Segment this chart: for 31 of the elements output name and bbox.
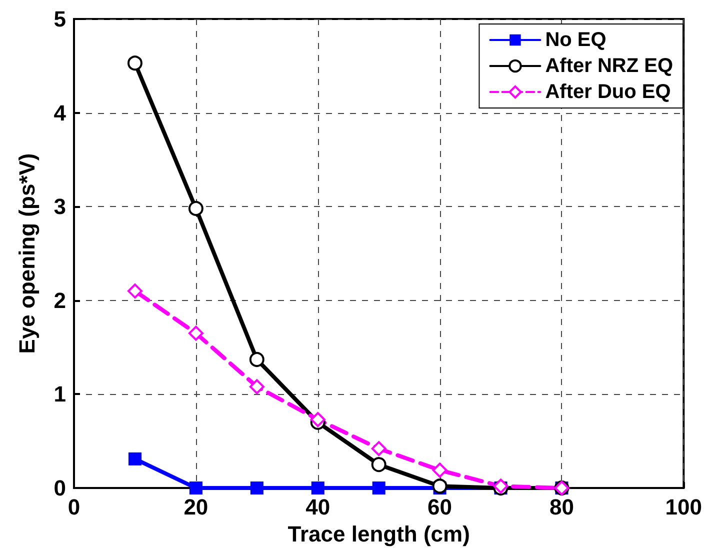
point (128, 452, 142, 466)
x-axis-title: Trace length (cm) (288, 521, 470, 546)
x-tick-label: 40 (306, 494, 330, 520)
point (311, 482, 324, 494)
point (127, 284, 142, 299)
y-tick-label: 4 (54, 100, 67, 126)
point (250, 482, 264, 494)
point (249, 352, 264, 367)
y-tick-label: 5 (54, 6, 66, 32)
y-tick-label: 2 (54, 288, 66, 313)
y-tick-label: 1 (54, 382, 66, 407)
point (127, 56, 142, 71)
point (371, 457, 386, 472)
point (249, 379, 264, 394)
point (188, 200, 204, 216)
y-tick-label: 3 (54, 194, 66, 220)
point (372, 482, 386, 494)
legend-label: No EQ (545, 29, 606, 51)
y-tick-label: 0 (54, 476, 66, 500)
x-tick-label: 60 (428, 494, 452, 520)
y-axis-title: Eye opening (ps*V) (14, 153, 40, 354)
legend-label: After NRZ EQ (545, 55, 674, 77)
point (188, 326, 204, 341)
point (189, 482, 202, 494)
point (432, 462, 448, 478)
x-tick-label: 20 (184, 494, 208, 520)
point (432, 478, 448, 494)
x-tick-label: 100 (665, 494, 702, 520)
x-tick-label: 80 (549, 494, 574, 520)
point (371, 441, 386, 456)
legend-label: After Duo EQ (545, 81, 671, 103)
